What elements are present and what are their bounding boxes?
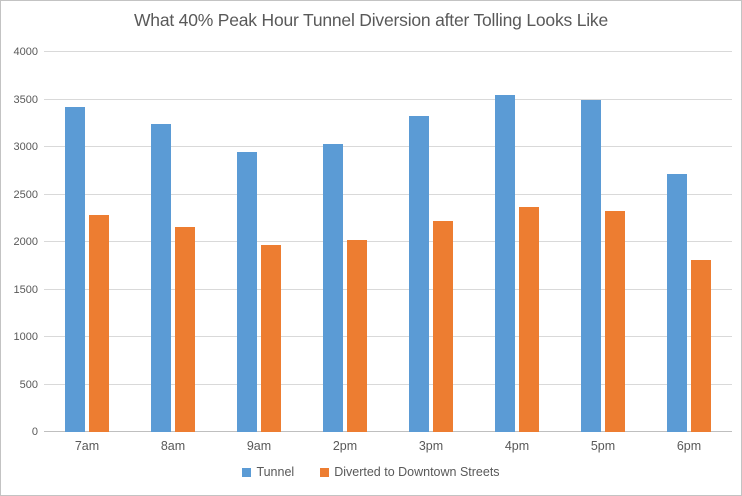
bar-diverted-5pm [605,211,625,432]
bar-tunnel-8am [151,124,171,432]
legend: Tunnel Diverted to Downtown Streets [1,465,741,479]
gridline [44,241,732,242]
bar-group-2pm [302,52,388,432]
x-tick-label: 5pm [590,439,616,453]
gridline [44,383,732,385]
plot-area [44,51,732,432]
y-axis-labels: 4000 3500 3000 2500 2000 1500 1000 500 0 [1,46,38,438]
bar-group-3pm [388,52,474,432]
bar-diverted-9am [261,245,281,432]
x-tick-label: 8am [160,439,186,453]
bar-tunnel-7am [65,107,85,432]
gridline [44,146,732,147]
x-tick-label: 7am [74,439,100,453]
legend-item-tunnel: Tunnel [242,465,294,479]
legend-label: Tunnel [256,465,295,479]
y-tick-label: 3500 [13,93,38,106]
y-tick-label: 500 [19,378,38,391]
chart-title: What 40% Peak Hour Tunnel Diversion afte… [133,10,609,30]
y-tick-label: 1000 [13,331,38,343]
x-tick-label: 6pm [676,439,702,453]
x-tick-label: 9am [246,439,272,453]
bar-diverted-3pm [433,221,453,432]
bars-layer [44,52,732,432]
diverted-swatch-icon [320,467,330,477]
bar-group-7am [44,52,130,432]
y-tick-label: 0 [31,426,38,438]
bar-group-4pm [474,52,560,432]
bar-tunnel-4pm [495,94,515,432]
tunnel-swatch-icon [242,467,252,477]
bar-diverted-4pm [519,207,539,432]
bar-tunnel-6pm [667,173,687,432]
gridline [44,51,732,52]
y-tick-label: 2500 [13,188,38,201]
y-tick-label: 2000 [13,236,38,248]
y-tick-label: 1500 [13,283,38,296]
bar-diverted-6pm [691,259,711,432]
gridline [44,98,732,100]
bar-group-5pm [560,52,646,432]
x-axis-labels: 7am 8am 9am 2pm 3pm 4pm 5pm 6pm [44,439,732,453]
x-axis-line [44,431,732,432]
legend-item-diverted: Diverted to Downtown Streets [320,465,500,479]
x-tick-label: 4pm [504,439,530,453]
x-tick-label: 3pm [418,439,444,453]
gridline [44,193,732,195]
bar-group-6pm [646,52,732,432]
bar-group-9am [216,52,302,432]
y-tick-label: 4000 [13,46,38,58]
gridline [44,288,732,290]
gridline [44,336,732,337]
y-tick-label: 3000 [13,141,38,153]
bar-tunnel-2pm [323,144,343,432]
bar-diverted-7am [89,215,109,432]
bar-group-8am [130,52,216,432]
x-tick-label: 2pm [332,439,358,453]
bar-diverted-8am [175,226,195,432]
bar-tunnel-5pm [581,100,601,432]
bar-tunnel-3pm [409,115,429,432]
bar-diverted-2pm [347,240,367,432]
legend-label: Diverted to Downtown Streets [334,465,500,479]
bar-tunnel-9am [237,151,257,432]
